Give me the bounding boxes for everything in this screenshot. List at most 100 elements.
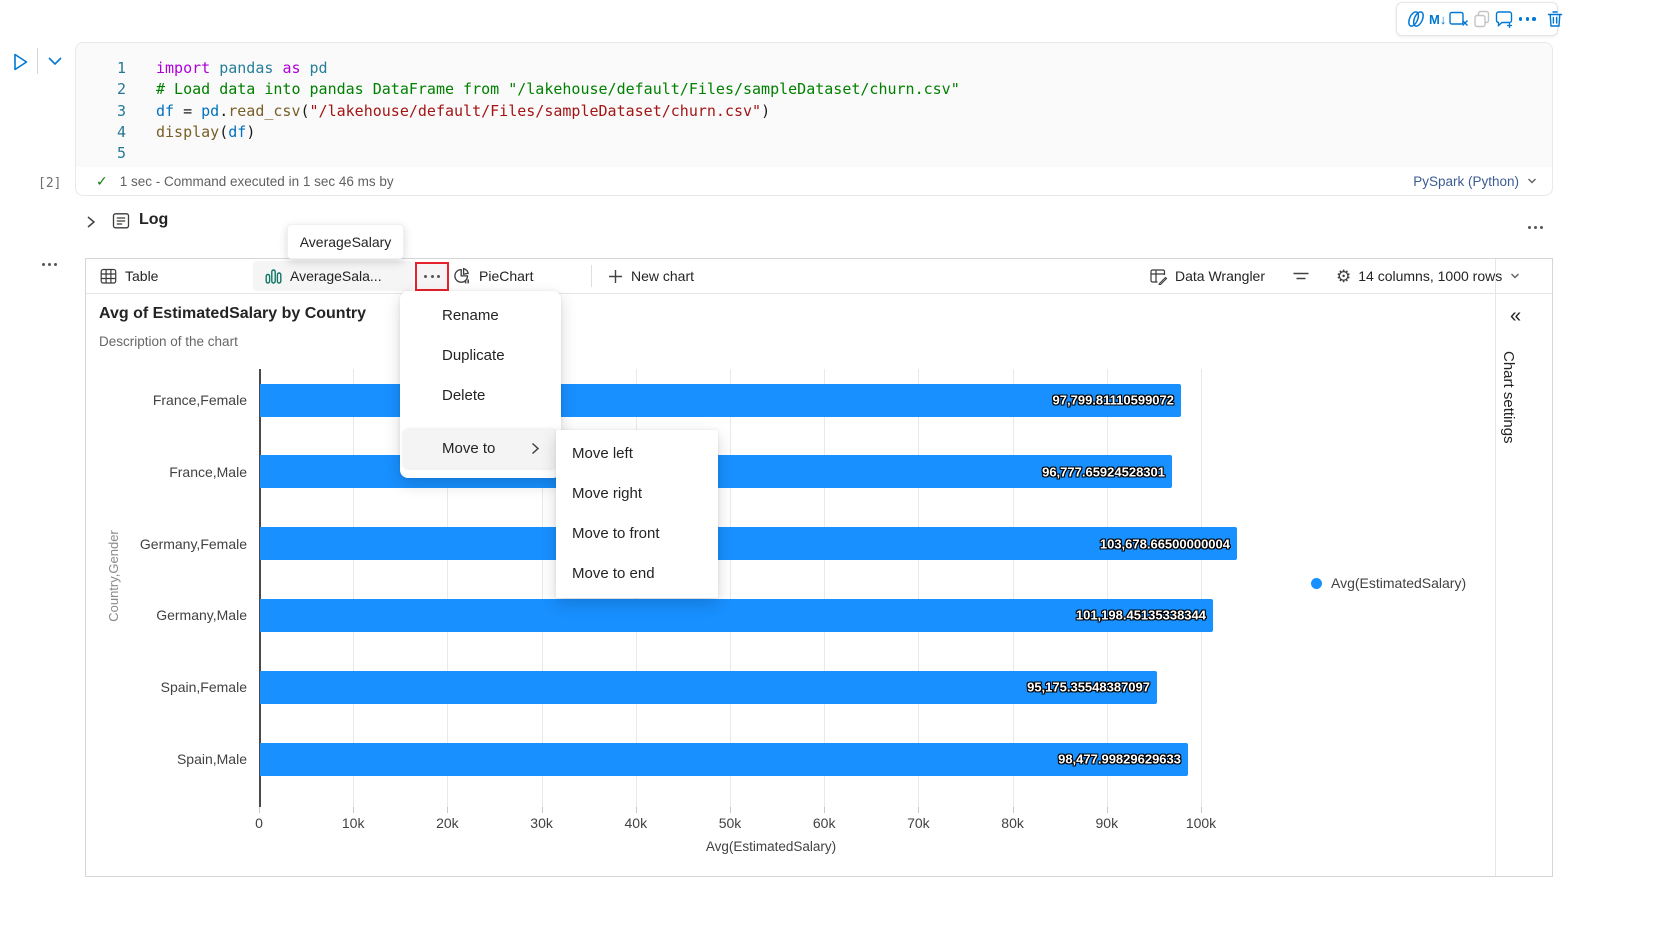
code-cell[interactable]: 1 import pandas as pd 2 # Load data into pa…	[75, 42, 1553, 196]
result-panel: Table AverageSala... PieChart New chart	[85, 258, 1553, 877]
x-axis-tick	[635, 807, 637, 813]
data-wrangler-icon	[1150, 269, 1168, 285]
category-label: Germany,Female	[139, 535, 247, 552]
tab-average-salary[interactable]: AverageSala...	[253, 261, 413, 291]
run-divider	[37, 48, 38, 74]
output-more-options-icon[interactable]	[40, 253, 59, 271]
code-text: df = pd.read_csv("/lakehouse/default/Fil…	[156, 101, 771, 120]
log-list-icon	[112, 212, 131, 230]
gridline	[1012, 369, 1014, 807]
filter-icon	[1293, 272, 1309, 280]
bar-value-label: 98,477.99829629633	[1058, 751, 1181, 767]
log-section-label[interactable]: Log	[139, 211, 169, 228]
x-tick-label: 20k	[436, 815, 459, 831]
chevron-down-icon	[1528, 178, 1536, 184]
tab-pie-chart[interactable]: PieChart	[453, 259, 533, 293]
line-number: 1	[116, 59, 126, 77]
success-check-icon: ✓	[96, 172, 108, 189]
ellipsis-icon	[423, 275, 442, 278]
log-expand-chevron-icon[interactable]	[84, 214, 98, 230]
columns-rows-summary: 14 columns, 1000 rows	[1358, 268, 1503, 284]
x-tick-label: 10k	[341, 815, 365, 831]
bar-spain-female[interactable]: 95,175.35548387097	[260, 670, 1157, 704]
chart-tab-more-button[interactable]	[415, 262, 449, 291]
code-line[interactable]: 1 import pandas as pd	[76, 58, 1552, 79]
bar-spain-male[interactable]: 98,477.99829629633	[260, 742, 1188, 776]
tab-table[interactable]: Table	[100, 259, 158, 293]
code-line[interactable]: 4 display(df)	[76, 122, 1552, 143]
code-line[interactable]: 2 # Load data into pandas DataFrame from …	[76, 79, 1552, 100]
gridline	[918, 369, 920, 807]
chevron-down-icon	[1511, 273, 1520, 279]
x-axis-tick	[918, 807, 920, 813]
x-axis-tick	[1106, 807, 1108, 813]
add-comment-icon[interactable]	[1494, 6, 1515, 32]
chart-description: Description of the chart	[99, 334, 238, 349]
x-axis-tick	[730, 807, 731, 813]
category-label: Germany,Male	[156, 607, 247, 624]
submenu-item-move-right[interactable]: Move right	[572, 485, 643, 502]
clear-output-icon[interactable]	[1448, 6, 1470, 32]
cell-status-bar: ✓ 1 sec - Command executed in 1 sec 46 m…	[76, 167, 1552, 195]
settings-panel-divider	[1495, 259, 1496, 876]
submenu-item-move-to-end[interactable]: Move to end	[572, 565, 655, 582]
expand-settings-icon[interactable]: «	[1510, 305, 1522, 327]
x-tick-label: 50k	[718, 815, 742, 831]
code-text: import pandas as pd	[156, 59, 328, 77]
menu-item-duplicate[interactable]: Duplicate	[442, 347, 505, 364]
execution-count: [2]	[38, 176, 62, 191]
gridline	[541, 369, 543, 807]
x-axis-tick	[541, 807, 543, 813]
x-tick-label: 80k	[1001, 815, 1024, 831]
category-label: France,Female	[152, 392, 247, 408]
x-tick-label: 30k	[530, 815, 553, 831]
y-axis-title: Country,Gender	[106, 530, 121, 622]
chart-title: Avg of EstimatedSalary by Country	[99, 305, 367, 322]
move-to-submenu: Move left Move right Move to front Move to …	[556, 430, 718, 598]
run-cell-button[interactable]	[8, 50, 32, 74]
x-tick-label: 100k	[1185, 815, 1217, 831]
more-options-icon[interactable]	[1517, 6, 1537, 32]
duplicate-cell-icon	[1472, 6, 1492, 32]
execution-status-text: 1 sec - Command executed in 1 sec 46 ms …	[119, 173, 394, 189]
x-axis-tick	[1012, 807, 1014, 813]
code-line[interactable]: 3 df = pd.read_csv("/lakehouse/default/Fi…	[76, 101, 1552, 122]
tab-tooltip: AverageSalary	[287, 224, 404, 259]
chart-legend[interactable]: Avg(EstimatedSalary)	[1311, 575, 1466, 591]
markdown-convert-icon[interactable]: M↓	[1429, 11, 1447, 27]
bar-france-female[interactable]: 97,799.81110599072	[260, 383, 1181, 417]
category-label: Spain,Female	[160, 679, 247, 696]
menu-item-rename[interactable]: Rename	[442, 307, 499, 324]
run-options-chevron-icon[interactable]	[46, 55, 64, 69]
x-axis-tick	[1201, 807, 1202, 813]
code-editor[interactable]: 1 import pandas as pd 2 # Load data into pa…	[76, 43, 1552, 169]
code-text: # Load data into pandas DataFrame from "…	[156, 80, 960, 99]
language-selector[interactable]: PySpark (Python)	[1413, 174, 1538, 189]
x-tick-label: 0	[255, 815, 263, 831]
submenu-item-move-left[interactable]: Move left	[572, 445, 633, 462]
new-chart-button[interactable]: New chart	[608, 259, 694, 293]
bar-chart-icon	[265, 268, 282, 284]
x-tick-label: 40k	[624, 815, 648, 831]
menu-item-delete[interactable]: Delete	[442, 387, 486, 404]
x-axis-tick	[824, 807, 826, 813]
table-summary-control[interactable]: ⚙ 14 columns, 1000 rows	[1336, 259, 1521, 293]
bar-value-label: 96,777.65924528301	[1042, 464, 1165, 480]
tab-divider	[591, 265, 592, 287]
bar-germany-male[interactable]: 101,198.45135338344	[260, 598, 1213, 632]
menu-item-move-to[interactable]: Move to	[403, 428, 558, 468]
log-more-options-icon[interactable]	[1526, 216, 1545, 234]
code-line[interactable]: 5	[76, 143, 1552, 164]
gridline	[1106, 369, 1108, 807]
chart-settings-label[interactable]: Chart settings	[1500, 351, 1517, 444]
bar-germany-female[interactable]: 103,678.66500000004	[260, 527, 1237, 561]
data-wrangler-button[interactable]: Data Wrangler	[1149, 259, 1265, 293]
copilot-icon[interactable]	[1405, 6, 1427, 32]
x-axis-title: Avg(EstimatedSalary)	[705, 839, 837, 854]
code-text: display(df)	[156, 122, 256, 141]
gridline	[730, 369, 731, 807]
plus-icon	[609, 269, 622, 283]
submenu-item-move-to-front[interactable]: Move to front	[572, 525, 660, 542]
filter-button[interactable]	[1292, 259, 1310, 293]
delete-cell-icon[interactable]	[1545, 6, 1565, 32]
